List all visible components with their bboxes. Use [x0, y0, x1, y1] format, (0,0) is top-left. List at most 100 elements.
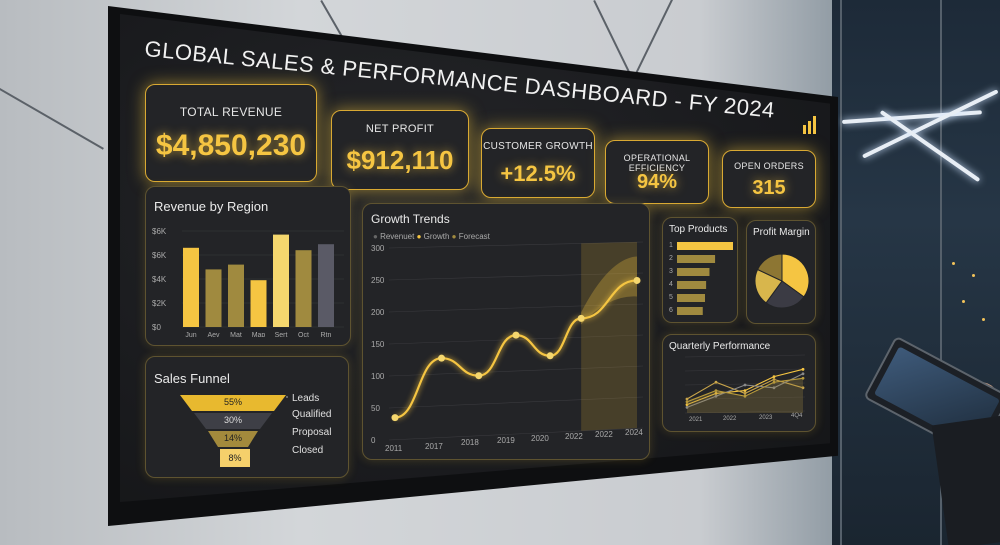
- funnel-stage-label: Closed: [292, 445, 324, 456]
- y-tick-label: 200: [371, 308, 385, 317]
- y-tick-label: $6K: [152, 251, 167, 260]
- rank-label: 6: [669, 307, 673, 314]
- kpi-label: OPEN ORDERS: [734, 161, 804, 171]
- data-point: [801, 367, 805, 371]
- kpi-value: $4,850,230: [155, 129, 307, 162]
- bar: [250, 280, 267, 327]
- gridline: [684, 396, 806, 400]
- product-bar: [677, 294, 705, 302]
- kpi-card-open-orders[interactable]: OPEN ORDERS 315: [722, 150, 816, 208]
- data-point: [743, 389, 747, 392]
- bar: [228, 264, 244, 327]
- y-tick-label: $2K: [152, 299, 167, 308]
- sales-funnel-chart: [180, 395, 288, 467]
- revenue-by-region-panel[interactable]: Revenue by Region $6K $6K $4K $2K $0 Jun…: [145, 186, 351, 346]
- funnel-stage-label: Proposal: [292, 427, 332, 438]
- data-point: [743, 383, 747, 387]
- x-tick-label: 2022: [595, 430, 613, 439]
- kpi-card-net-profit[interactable]: NET PROFIT $912,110: [331, 110, 469, 190]
- funnel-stage-qualified: [194, 413, 272, 429]
- x-tick-label: Rtn: [321, 332, 332, 337]
- data-point: [772, 386, 776, 390]
- chart-legend: ● Revenuet ● Growth ● Forecast: [373, 232, 490, 241]
- y-tick-label: $0: [152, 323, 161, 332]
- funnel-stage-label: Leads: [292, 393, 320, 404]
- data-point: [685, 400, 689, 404]
- quarterly-performance-panel[interactable]: Quarterly Performance 2021 2022 2023 4Q4: [662, 334, 816, 432]
- x-tick-label: 2020: [531, 434, 549, 443]
- kpi-value: $912,110: [346, 145, 454, 175]
- kpi-card-customer-growth[interactable]: CUSTOMER GROWTH +12.5%: [481, 128, 595, 198]
- kpi-value: +12.5%: [500, 161, 576, 186]
- legend-item: Revenuet: [380, 232, 415, 241]
- x-tick-label: 2011: [385, 444, 403, 453]
- legend-item: Forecast: [458, 232, 490, 241]
- data-point: [714, 394, 718, 398]
- rank-label: 2: [669, 255, 673, 262]
- data-point: [685, 406, 689, 409]
- top-products-chart: [677, 242, 733, 315]
- funnel-pct: 14%: [223, 433, 242, 443]
- product-bar: [677, 255, 716, 263]
- x-tick-label: 2018: [461, 438, 479, 447]
- x-tick-label: 2017: [425, 442, 443, 451]
- bar: [318, 244, 334, 327]
- data-point: [772, 380, 776, 384]
- funnel-pct: 30%: [223, 415, 242, 425]
- gridline: [388, 334, 644, 345]
- gridline: [684, 368, 806, 372]
- y-tick-label: 150: [371, 340, 385, 349]
- x-tick-label: 2019: [497, 436, 515, 445]
- data-point: [633, 276, 641, 284]
- gridline: [388, 396, 644, 409]
- data-point: [714, 389, 718, 392]
- funnel-pct: 55%: [223, 397, 242, 407]
- data-point: [685, 397, 689, 401]
- quarterly-performance-chart: [684, 354, 806, 414]
- panel-title: Growth Trends: [371, 212, 450, 226]
- gridline: [388, 303, 644, 313]
- gridline: [388, 272, 644, 281]
- x-tick-label: Map: [252, 332, 266, 337]
- product-bar: [677, 307, 703, 315]
- data-point: [801, 376, 805, 380]
- panel-title: Sales Funnel: [154, 371, 230, 386]
- data-point: [801, 386, 805, 390]
- data-point: [743, 392, 747, 395]
- y-tick-label: 100: [371, 372, 385, 381]
- pie-slice: [765, 280, 805, 309]
- kpi-card-total-revenue[interactable]: TOTAL REVENUE $4,850,230: [145, 84, 317, 182]
- kpi-value: 94%: [636, 171, 678, 193]
- bar: [273, 234, 289, 327]
- bar: [205, 269, 222, 327]
- funnel-pct: 8%: [228, 453, 242, 463]
- bar: [295, 250, 312, 327]
- data-point: [391, 414, 399, 422]
- growth-trends-panel[interactable]: Growth Trends ● Revenuet ● Growth ● Fore…: [362, 203, 650, 460]
- legend-item: Growth: [423, 232, 450, 241]
- kpi-card-operational-efficiency[interactable]: OPERATIONAL EFFICIENCY 94%: [605, 140, 709, 204]
- x-tick-label: 2021: [689, 417, 703, 423]
- y-tick-label: 250: [371, 276, 385, 285]
- y-tick-label: 50: [371, 404, 380, 413]
- x-tick-label: Oct: [298, 332, 309, 337]
- wall-line: [0, 88, 104, 150]
- kpi-value: 315: [752, 177, 786, 199]
- gridline: [388, 365, 644, 377]
- top-products-panel[interactable]: Top Products 1 2 3 4 5 6: [662, 217, 738, 323]
- sales-funnel-panel[interactable]: Sales Funnel 55% 30% 14% 8% Leads Qualif…: [145, 356, 349, 478]
- panel-title: Profit Margin: [753, 227, 810, 238]
- funnel-stage-closed: [220, 449, 250, 467]
- data-point: [743, 394, 747, 398]
- funnel-stage-label: Qualified: [292, 409, 332, 420]
- profit-margin-panel[interactable]: Profit Margin: [746, 220, 816, 324]
- growth-trends-chart: [388, 241, 644, 441]
- data-point: [438, 354, 446, 362]
- y-tick-label: $4K: [152, 275, 167, 284]
- rank-label: 1: [669, 242, 673, 249]
- bar: [183, 247, 199, 327]
- revenue-by-region-chart: Jun Aev Mat Map Sert Oct Rtn: [182, 230, 344, 337]
- gridline: [684, 354, 806, 358]
- product-bar: [677, 281, 707, 289]
- x-tick-label: Mat: [230, 332, 242, 337]
